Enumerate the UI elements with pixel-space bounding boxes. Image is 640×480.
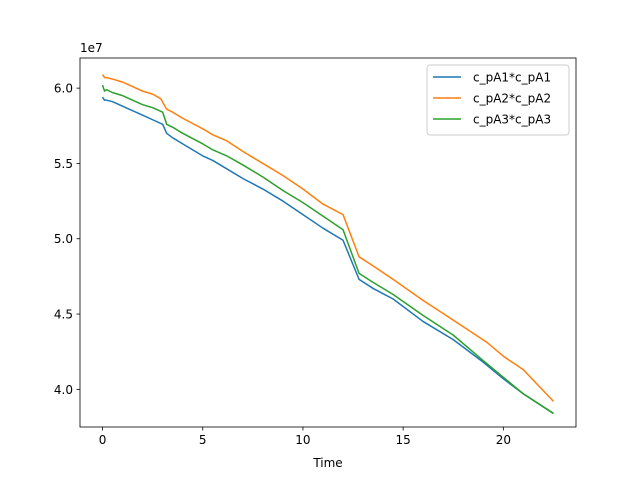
y-multiplier-label: 1e7	[80, 41, 103, 55]
legend-label-1: c_pA1*c_pA1	[473, 71, 551, 85]
x-axis-label: Time	[312, 456, 342, 470]
legend-label-3: c_pA3*c_pA3	[473, 113, 551, 127]
x-tick-label: 20	[496, 433, 511, 447]
x-tick-label: 5	[199, 433, 207, 447]
y-tick-label: 4.5	[54, 308, 73, 322]
legend: c_pA1*c_pA1 c_pA2*c_pA2 c_pA3*c_pA3	[427, 65, 569, 135]
y-tick-label: 4.0	[54, 383, 73, 397]
legend-label-2: c_pA2*c_pA2	[473, 92, 551, 106]
y-tick-label: 6.0	[54, 82, 73, 96]
y-tick-label: 5.0	[54, 232, 73, 246]
y-tick-label: 5.5	[54, 157, 73, 171]
x-tick-label: 10	[295, 433, 310, 447]
x-tick-label: 15	[396, 433, 411, 447]
x-tick-label: 0	[99, 433, 107, 447]
